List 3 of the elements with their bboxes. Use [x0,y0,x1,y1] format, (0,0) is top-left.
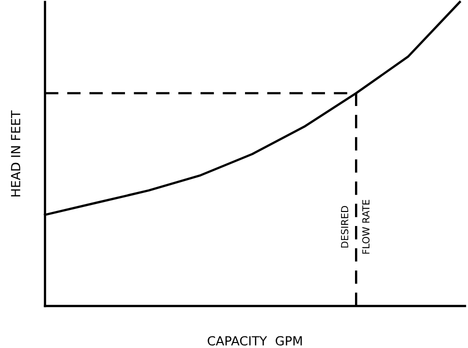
text: DESIRED FLOW RATE [340,200,370,254]
y-axis-title: HEAD IN FEET [11,110,20,196]
x-axis-title: CAPACITY GPM [208,336,302,346]
